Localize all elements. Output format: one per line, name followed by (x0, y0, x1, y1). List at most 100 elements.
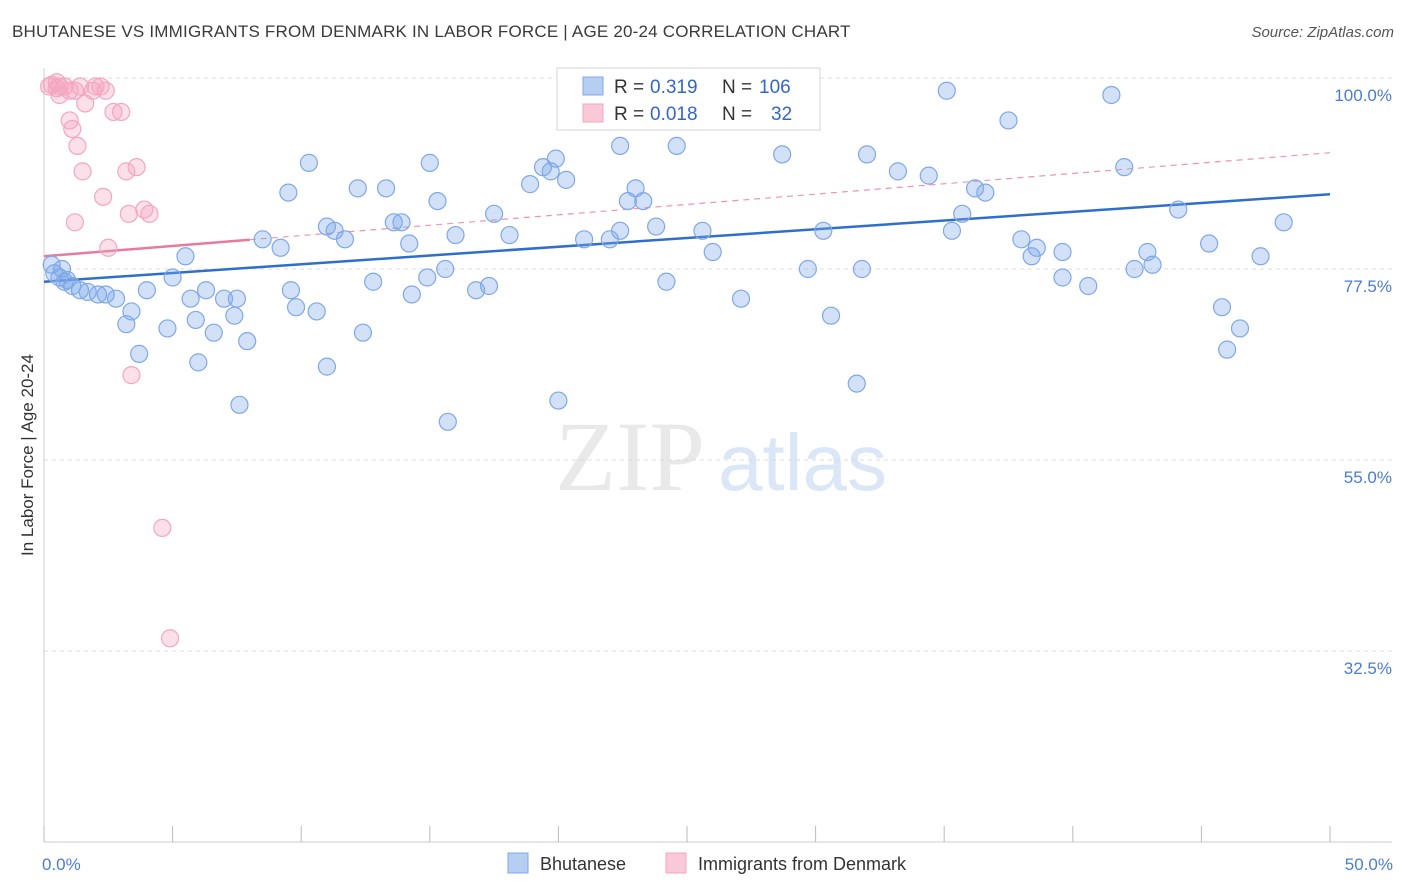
point-bhutanese (657, 272, 676, 291)
point-bhutanese (485, 204, 504, 223)
y-tick-label: 77.5% (1344, 277, 1392, 296)
point-bhutanese (575, 230, 594, 249)
point-bhutanese (1022, 247, 1041, 266)
chart-title: BHUTANESE VS IMMIGRANTS FROM DENMARK IN … (12, 22, 851, 41)
point-bhutanese (58, 270, 77, 290)
point-bhutanese (667, 136, 686, 156)
legend-r-value-1: 0.319 (650, 77, 698, 98)
point-bhutanese (965, 179, 985, 198)
point-bhutanese (299, 153, 319, 172)
point-bhutanese (186, 310, 205, 330)
point-bhutanese (703, 242, 722, 262)
point-denmark (117, 162, 136, 181)
point-bhutanese (348, 179, 367, 198)
point-bhutanese (364, 272, 383, 291)
point-bhutanese (798, 259, 817, 279)
point-bhutanese (852, 259, 871, 279)
legend-n-label-1: N = (722, 77, 752, 98)
point-bhutanese (70, 281, 90, 300)
point-denmark (60, 81, 79, 100)
point-bhutanese (857, 145, 877, 164)
point-bhutanese (204, 323, 223, 342)
point-bhutanese (96, 285, 115, 304)
point-bhutanese (227, 289, 246, 308)
point-bhutanese (122, 302, 141, 321)
point-bhutanese (500, 225, 519, 245)
y-tick-label: 100.0% (1334, 86, 1392, 105)
point-denmark (119, 204, 138, 223)
point-denmark (104, 102, 123, 122)
point-bhutanese (402, 285, 421, 304)
legend-swatch-denmark (582, 103, 604, 123)
point-bhutanese (888, 162, 908, 181)
point-bhutanese (1115, 158, 1134, 177)
point-bhutanese (1230, 319, 1250, 338)
point-denmark (73, 162, 92, 181)
point-bhutanese (647, 217, 666, 236)
point-bhutanese (1251, 247, 1270, 266)
point-bhutanese (130, 344, 149, 363)
legend-r-value-2: 0.018 (650, 104, 698, 125)
point-bhutanese (953, 204, 972, 223)
point-bhutanese (436, 259, 455, 279)
point-bhutanese (286, 298, 306, 317)
point-bhutanese (253, 230, 272, 249)
point-bhutanese (317, 357, 337, 376)
point-denmark (112, 102, 131, 122)
point-bhutanese (814, 221, 833, 240)
point-bhutanese (225, 306, 244, 325)
point-bhutanese (999, 111, 1018, 130)
point-bhutanese (847, 374, 866, 393)
legend-n-value-2: 32 (771, 104, 792, 125)
point-bhutanese (196, 281, 216, 300)
point-bhutanese (279, 183, 298, 202)
point-bhutanese (937, 81, 956, 100)
point-bhutanese (335, 230, 355, 249)
point-bhutanese (230, 395, 249, 414)
point-bhutanese (400, 234, 419, 253)
point-bhutanese (1053, 242, 1072, 262)
point-bhutanese (189, 353, 208, 372)
point-bhutanese (1200, 234, 1219, 253)
gridlines (44, 77, 1392, 652)
legend-r-label-1: R = (614, 77, 644, 98)
trend-line-denmark-solid (43, 238, 250, 258)
point-bhutanese (428, 191, 447, 211)
point-bhutanese (1053, 268, 1072, 287)
y-tick-label: 32.5% (1344, 659, 1392, 678)
point-bhutanese (976, 183, 995, 202)
point-bhutanese (1102, 85, 1121, 105)
point-denmark (140, 204, 159, 223)
point-bhutanese (392, 213, 411, 232)
point-denmark (99, 238, 118, 257)
data-points (40, 73, 1293, 648)
y-tick-label: 55.0% (1344, 468, 1392, 487)
point-bhutanese (158, 319, 177, 338)
point-bhutanese (214, 289, 234, 308)
point-denmark (127, 158, 146, 177)
point-bhutanese (1274, 213, 1293, 232)
point-bhutanese (281, 281, 301, 300)
bottom-legend-swatch-bhutanese (507, 852, 529, 874)
source-label: Source: ZipAtlas.com (1251, 24, 1394, 41)
point-bhutanese (693, 221, 712, 240)
point-denmark (65, 213, 84, 232)
point-bhutanese (557, 170, 576, 189)
x-tick-label-min: 0.0% (42, 855, 81, 874)
bottom-legend-bhutanese: Bhutanese (540, 854, 626, 874)
point-bhutanese (88, 285, 108, 304)
point-bhutanese (307, 302, 326, 321)
y-axis-title: In Labor Force | Age 20-24 (18, 354, 37, 556)
point-denmark (160, 629, 180, 648)
stats-legend: R = 0.319 N = 106 R = 0.018 N = 32 (556, 67, 821, 131)
point-denmark (94, 187, 113, 206)
point-bhutanese (181, 289, 200, 308)
watermark-zip: ZIP (555, 401, 705, 512)
point-bhutanese (919, 166, 938, 185)
point-denmark (91, 77, 110, 96)
point-bhutanese (773, 145, 792, 164)
point-bhutanese (634, 191, 653, 211)
trend-line-denmark-dashed (249, 152, 1331, 241)
point-denmark (122, 366, 141, 385)
point-bhutanese (353, 323, 373, 342)
